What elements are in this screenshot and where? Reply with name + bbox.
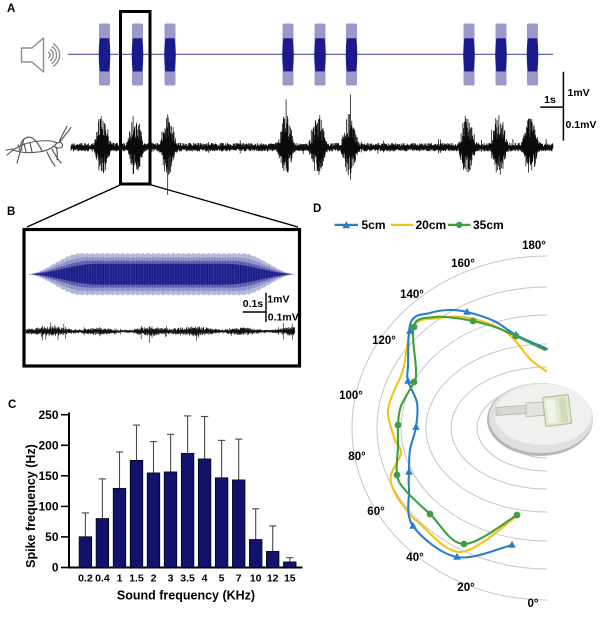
svg-text:60°: 60°: [367, 506, 385, 518]
svg-text:200: 200: [38, 439, 58, 453]
svg-text:40°: 40°: [406, 552, 424, 564]
svg-text:100°: 100°: [339, 390, 363, 402]
svg-text:0.2: 0.2: [78, 573, 93, 585]
svg-text:15: 15: [284, 573, 296, 585]
svg-text:120°: 120°: [372, 335, 396, 347]
svg-text:0.1mV: 0.1mV: [268, 312, 299, 324]
svg-text:3.5: 3.5: [180, 573, 195, 585]
svg-text:5cm: 5cm: [362, 218, 386, 232]
svg-text:A: A: [7, 3, 15, 15]
svg-text:50: 50: [45, 530, 59, 544]
svg-text:2: 2: [151, 573, 157, 585]
svg-text:1: 1: [117, 573, 123, 585]
svg-text:1mV: 1mV: [568, 87, 590, 99]
svg-text:0.4: 0.4: [95, 573, 110, 585]
svg-text:Spike frequency (Hz): Spike frequency (Hz): [24, 444, 38, 568]
svg-text:1mV: 1mV: [267, 294, 289, 306]
svg-text:1s: 1s: [544, 94, 556, 106]
svg-text:7: 7: [236, 573, 242, 585]
svg-text:3: 3: [168, 573, 174, 585]
svg-text:Sound frequency (KHz): Sound frequency (KHz): [117, 589, 255, 603]
svg-text:5: 5: [219, 573, 225, 585]
svg-text:20°: 20°: [457, 582, 475, 594]
svg-text:10: 10: [250, 573, 262, 585]
svg-text:35cm: 35cm: [473, 218, 504, 232]
svg-text:4: 4: [202, 573, 208, 585]
svg-text:180°: 180°: [522, 240, 546, 252]
svg-text:0.1s: 0.1s: [243, 298, 264, 310]
svg-text:0°: 0°: [528, 598, 539, 610]
svg-text:0: 0: [52, 561, 59, 575]
svg-text:80°: 80°: [348, 451, 366, 463]
svg-text:150: 150: [38, 469, 58, 483]
svg-text:250: 250: [38, 408, 58, 422]
svg-text:20cm: 20cm: [416, 218, 447, 232]
svg-text:B: B: [7, 206, 15, 218]
svg-text:160°: 160°: [451, 258, 475, 270]
svg-text:D: D: [313, 203, 321, 215]
svg-text:C: C: [8, 399, 16, 411]
svg-text:1.5: 1.5: [129, 573, 144, 585]
svg-text:12: 12: [267, 573, 279, 585]
svg-text:0.1mV: 0.1mV: [566, 119, 597, 131]
svg-text:100: 100: [38, 500, 58, 514]
svg-text:140°: 140°: [400, 289, 424, 301]
